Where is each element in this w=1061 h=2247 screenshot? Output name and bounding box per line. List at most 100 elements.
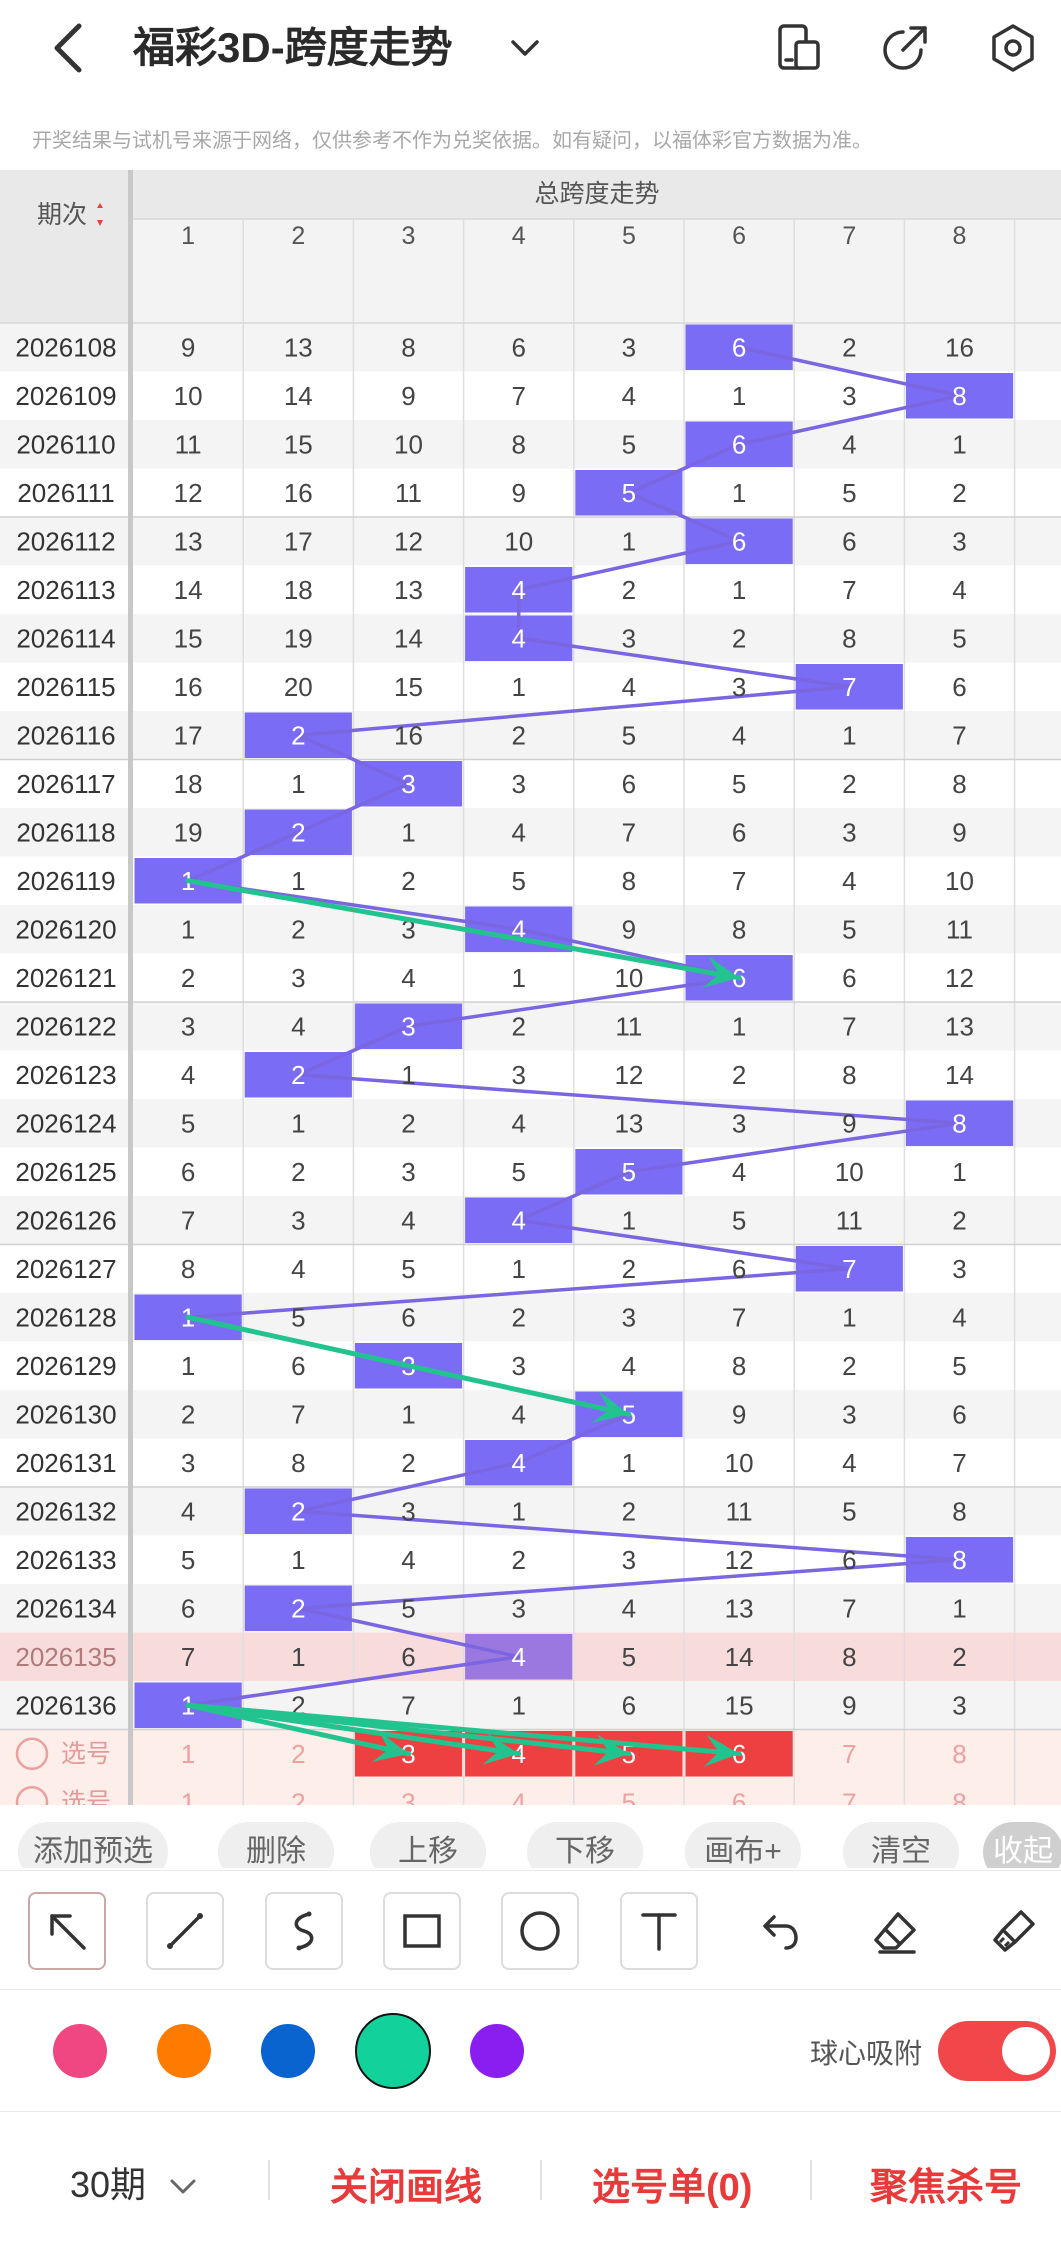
miss-value: 3: [842, 817, 856, 847]
color-swatch[interactable]: [53, 2024, 107, 2078]
miss-value: 1: [291, 769, 305, 799]
period-cell: 2026133: [15, 1545, 116, 1575]
miss-value: 3: [732, 672, 746, 702]
miss-value: 1: [291, 1545, 305, 1575]
miss-value: 16: [394, 720, 423, 750]
device-button[interactable]: [770, 20, 826, 76]
miss-value: 1: [401, 1060, 415, 1090]
miss-value: 10: [614, 963, 643, 993]
miss-value: 3: [622, 332, 636, 362]
miss-value: 4: [952, 575, 966, 605]
table-row-bg: [0, 1099, 1061, 1148]
color-swatch[interactable]: [157, 2024, 211, 2078]
period-selector[interactable]: 30期: [70, 2156, 200, 2208]
share-icon: [883, 26, 927, 70]
miss-value: 11: [946, 914, 973, 944]
miss-value: 2: [732, 1060, 746, 1090]
miss-value: 1: [952, 1593, 966, 1623]
circle-tool[interactable]: [501, 1892, 579, 1970]
pick-cell: 2: [291, 1739, 305, 1769]
miss-value: 5: [842, 914, 856, 944]
color-swatch[interactable]: [261, 2024, 315, 2078]
hit-value: 3: [401, 769, 415, 799]
hit-value: 5: [622, 478, 636, 508]
color-swatch[interactable]: [355, 2013, 431, 2089]
period-header: 期次: [37, 201, 87, 229]
table-row-bg: [0, 323, 1061, 372]
hit-value: 5: [622, 1157, 636, 1187]
column-header-4: 4: [512, 222, 526, 250]
miss-value: 1: [622, 526, 636, 556]
title-dropdown[interactable]: [505, 28, 545, 68]
focus-kill-button[interactable]: 聚焦杀号: [870, 2167, 1023, 2209]
arrow-tool[interactable]: [28, 1892, 106, 1970]
sort-down-icon: [97, 220, 103, 226]
undo-icon: [763, 1915, 798, 1950]
miss-value: 3: [622, 1302, 636, 1332]
arrow-head: [702, 956, 740, 988]
miss-value: 4: [842, 429, 856, 459]
arrow-tool-icon: [50, 1914, 86, 1950]
miss-value: 3: [952, 526, 966, 556]
undo-button[interactable]: [738, 1892, 816, 1970]
table-row-bg: [0, 371, 1061, 420]
miss-value: 4: [622, 1351, 636, 1381]
miss-value: 2: [401, 1448, 415, 1478]
miss-value: 2: [401, 1108, 415, 1138]
miss-value: 5: [622, 1642, 636, 1672]
miss-value: 5: [511, 1157, 525, 1187]
miss-value: 5: [291, 1302, 305, 1332]
period-cell: 2026121: [15, 963, 116, 993]
period-cell: 2026115: [16, 672, 115, 702]
miss-value: 3: [181, 1448, 195, 1478]
clear-canvas-button[interactable]: [975, 1892, 1053, 1970]
miss-value: 5: [732, 1205, 746, 1235]
miss-value: 12: [394, 526, 423, 556]
period-cell: 2026109: [15, 381, 116, 411]
color-swatch[interactable]: [470, 2024, 524, 2078]
miss-value: 5: [401, 1593, 415, 1623]
pick-list-button[interactable]: 选号单(0): [592, 2167, 753, 2209]
miss-value: 18: [174, 769, 203, 799]
period-cell: 2026131: [15, 1448, 116, 1478]
miss-value: 9: [842, 1108, 856, 1138]
line-tool[interactable]: [146, 1892, 224, 1970]
miss-value: 1: [181, 914, 195, 944]
miss-value: 3: [511, 1351, 525, 1381]
period-cell: 2026135: [15, 1642, 116, 1672]
miss-value: 1: [622, 1205, 636, 1235]
miss-value: 13: [614, 1108, 643, 1138]
miss-value: 5: [842, 478, 856, 508]
miss-value: 11: [395, 478, 422, 508]
period-cell: 2026116: [16, 720, 115, 750]
miss-value: 4: [401, 1545, 415, 1575]
rectangle-tool[interactable]: [383, 1892, 461, 1970]
period-cell: 2026119: [16, 866, 115, 896]
miss-value: 7: [952, 1448, 966, 1478]
miss-value: 4: [401, 1205, 415, 1235]
miss-value: 2: [291, 914, 305, 944]
close-lines-button[interactable]: 关闭画线: [330, 2167, 483, 2209]
miss-value: 2: [842, 769, 856, 799]
period-cell: 2026108: [15, 332, 116, 362]
curve-tool[interactable]: [265, 1892, 343, 1970]
period-cell: 2026122: [15, 1011, 116, 1041]
pick-radio[interactable]: [15, 1786, 49, 1805]
share-button[interactable]: [877, 20, 933, 76]
page-title[interactable]: 福彩3D-跨度走势: [133, 24, 453, 71]
miss-value: 4: [401, 963, 415, 993]
pick-radio[interactable]: [15, 1737, 49, 1770]
hit-value: 2: [291, 1593, 305, 1623]
miss-value: 19: [284, 623, 313, 653]
miss-value: 8: [622, 866, 636, 896]
settings-button[interactable]: [985, 20, 1041, 76]
eraser-button[interactable]: [856, 1892, 934, 1970]
miss-value: 4: [842, 866, 856, 896]
text-tool[interactable]: [620, 1892, 698, 1970]
back-arrow-icon: [54, 23, 82, 73]
snap-toggle[interactable]: [938, 2021, 1056, 2081]
miss-value: 2: [952, 478, 966, 508]
back-button[interactable]: [45, 18, 95, 78]
miss-value: 4: [622, 672, 636, 702]
